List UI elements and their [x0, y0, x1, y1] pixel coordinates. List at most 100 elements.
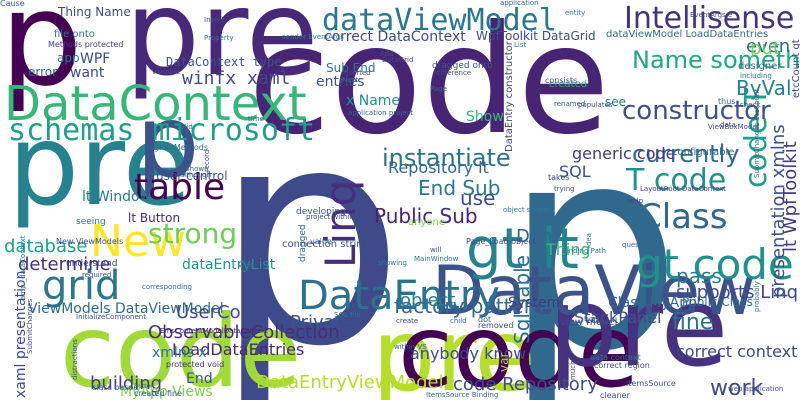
- cloud-word: generic code: [572, 144, 676, 163]
- cloud-word: connection string: [282, 239, 369, 250]
- cloud-word: DataEntry: [298, 273, 500, 319]
- cloud-word: etcCount gt: [791, 39, 800, 98]
- cloud-word: entity: [565, 9, 586, 17]
- cloud-word: code: [248, 0, 610, 168]
- cloud-word: view model: [560, 317, 618, 328]
- cloud-word: although: [180, 171, 212, 179]
- cloud-word: region Methods: [146, 143, 209, 152]
- cloud-word: dataEntryList: [182, 257, 276, 273]
- cloud-word: sender EventArgs: [282, 33, 344, 41]
- cloud-word: p: [136, 83, 200, 200]
- cloud-word: pre: [372, 297, 536, 400]
- cloud-word: schemas microsoft: [8, 113, 316, 148]
- cloud-word: strong: [148, 217, 238, 250]
- cloud-word: shown: [186, 165, 209, 173]
- cloud-word: Thing: [546, 240, 591, 259]
- cloud-word: question: [622, 241, 653, 249]
- cloud-word: code: [398, 293, 640, 400]
- cloud-word: T code: [626, 163, 727, 198]
- cloud-word: renamed: [554, 100, 586, 108]
- cloud-word: InitializeComponent: [76, 313, 146, 321]
- cloud-word: Next: [342, 76, 359, 84]
- cloud-word: var: [497, 352, 511, 372]
- cloud-word: variable: [152, 68, 181, 76]
- cloud-word: gt code: [636, 240, 794, 289]
- cloud-word: building: [90, 373, 163, 394]
- cloud-word: List: [514, 41, 527, 49]
- cloud-word: application: [500, 0, 539, 7]
- cloud-word: Page: [430, 85, 447, 93]
- cloud-word: correct context: [676, 342, 798, 361]
- cloud-word: put: [750, 38, 780, 59]
- cloud-word: dot: [478, 315, 492, 324]
- cloud-word: Insert: [204, 16, 225, 24]
- cloud-word: SQL: [559, 162, 591, 181]
- cloud-word: UserControl: [176, 302, 283, 323]
- cloud-word: DataEntryViewModel: [256, 372, 444, 393]
- cloud-word: value: [310, 237, 332, 246]
- cloud-word: DataGrid: [382, 56, 414, 64]
- cloud-word: lt Button: [128, 211, 181, 225]
- cloud-word: application project: [348, 109, 414, 117]
- cloud-word: check: [740, 101, 761, 109]
- cloud-word: even: [746, 36, 791, 57]
- cloud-word: grid: [42, 263, 121, 309]
- cloud-word: amp _dataContext: [19, 235, 27, 300]
- cloud-word: probably: [753, 281, 761, 312]
- cloud-word: configurable: [672, 147, 735, 158]
- cloud-word: DataView: [432, 252, 756, 331]
- cloud-word: data context: [590, 353, 641, 362]
- cloud-word: table: [134, 167, 226, 208]
- cloud-word: xmlns x: [152, 345, 207, 361]
- cloud-word: DataContext: [4, 76, 307, 132]
- cloud-word: code: [60, 293, 302, 400]
- cloud-word: Thing Name: [58, 5, 131, 19]
- cloud-word: consists: [545, 76, 578, 85]
- cloud-word: WpfToolkit DataGrid: [476, 29, 596, 43]
- cloud-word: child: [450, 317, 467, 325]
- cloud-word: EmsContentModelDataContext: [160, 327, 268, 335]
- cloud-word: help: [628, 197, 644, 205]
- cloud-word: Repository lt: [388, 158, 489, 177]
- cloud-word: WPF: [80, 51, 111, 67]
- cloud-word: item: [260, 209, 276, 217]
- cloud-word: Public Class: [682, 295, 753, 309]
- cloud-word: Binding Path: [562, 247, 607, 255]
- cloud-word: gt lt: [466, 217, 579, 282]
- cloud-word: created: [549, 79, 588, 90]
- cloud-word: user control: [156, 169, 228, 183]
- cloud-word: will: [430, 246, 442, 254]
- cloud-word: MainWindow: [414, 255, 459, 263]
- cloud-word: see: [605, 95, 627, 109]
- cloud-word: dragged onto: [432, 61, 493, 71]
- cloud-word: DataEntry constructor: [504, 41, 515, 152]
- cloud-word: Intellisense: [624, 1, 795, 36]
- cloud-word: ObservableCollection: [148, 322, 340, 343]
- cloud-word: SubmitChanges: [26, 298, 34, 354]
- cloud-word: type: [584, 315, 600, 323]
- cloud-word: cleaner: [600, 391, 630, 400]
- cloud-word: dataViewModel LoadDataEntries: [606, 29, 769, 40]
- cloud-word: DataContext type: [166, 55, 282, 69]
- cloud-word: difference: [436, 69, 472, 77]
- cloud-word: time: [248, 115, 264, 123]
- cloud-word: x Name: [346, 93, 401, 109]
- cloud-word: view: [238, 261, 255, 269]
- cloud-word: ItemsSource Binding: [426, 391, 499, 399]
- cloud-word: currently: [632, 140, 740, 168]
- cloud-word: including: [740, 72, 772, 80]
- cloud-word: lt WpfToolkit: [780, 141, 800, 252]
- cloud-word: class based: [92, 383, 139, 392]
- cloud-word: Property: [204, 34, 234, 42]
- cloud-word: want: [70, 65, 105, 81]
- cloud-word: app: [57, 51, 80, 65]
- cloud-word: dragged: [298, 224, 308, 262]
- cloud-word: LayoutRoot DataContext: [640, 185, 727, 193]
- cloud-word: constructor: [622, 96, 771, 126]
- cloud-word: End: [186, 371, 213, 387]
- cloud-word: created fine: [134, 389, 183, 398]
- cloud-word: pre: [548, 263, 729, 391]
- cloud-word: populates: [578, 101, 613, 109]
- cloud-word: entries: [316, 74, 365, 90]
- cloud-word: Linq: [316, 179, 365, 268]
